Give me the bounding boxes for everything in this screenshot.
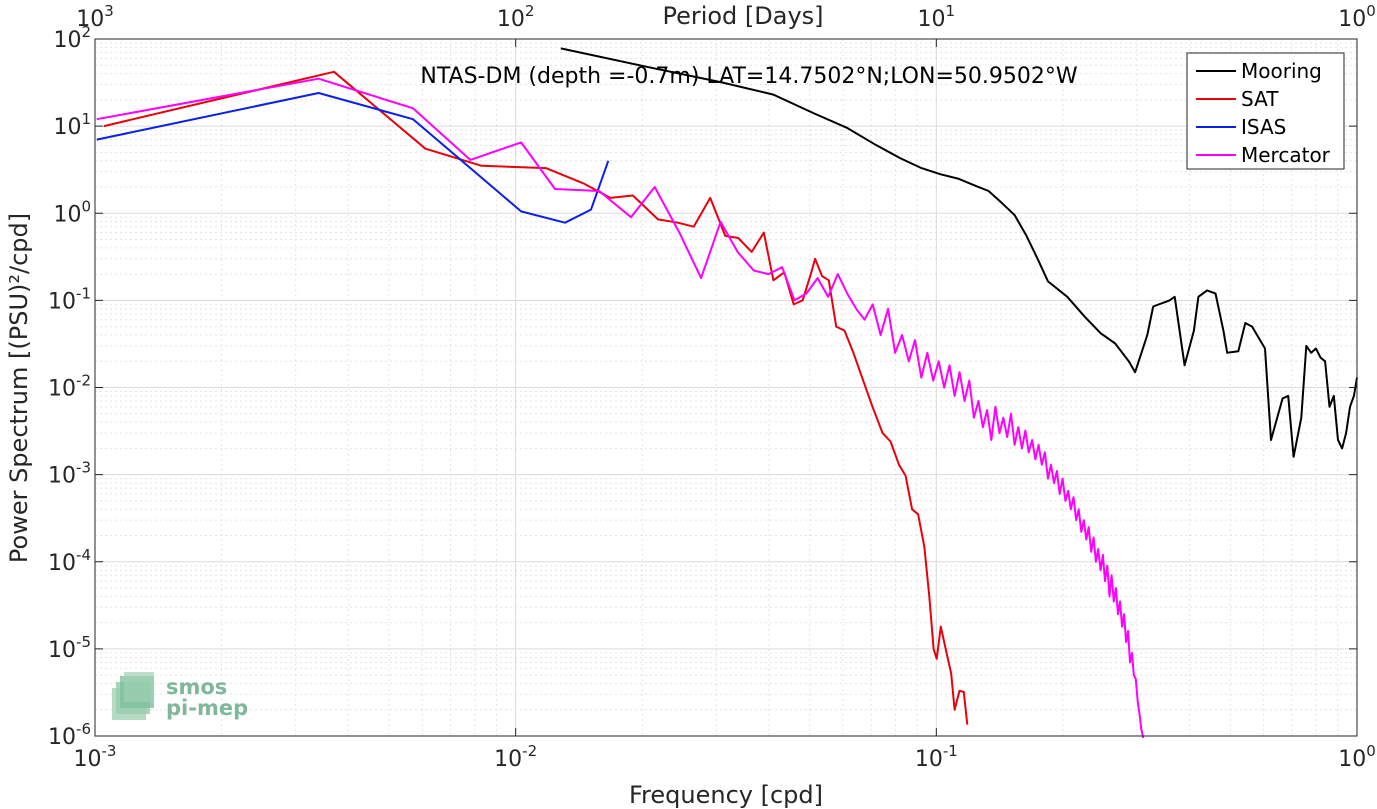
y-tick-label: 101 [53,110,91,140]
logo-text-smos: smos [166,675,227,699]
legend-box [1186,52,1345,170]
series-mooring [560,47,1358,458]
x-tick-label: 10-2 [494,742,537,772]
y-tick-label: 10-3 [48,459,91,489]
top-tick-label: 102 [497,2,535,32]
y-tick-label: 102 [53,23,91,53]
x-tick-label: 100 [1338,742,1376,772]
ticks-layer [94,38,1358,737]
y-tick-label: 10-6 [48,720,91,750]
series-isas [96,92,610,224]
legend-entries: Mooring SAT ISAS Mercator [1196,59,1331,167]
y-tick-label: 10-2 [48,372,91,402]
x-tick-label: 10-1 [915,742,958,772]
legend-entry-sat: SAT [1196,87,1279,111]
y-tick-label: 10-1 [48,284,91,314]
series-mercator [96,77,1145,739]
legend-label: SAT [1241,87,1279,111]
x-tick-labels: 10-3 10-2 10-1 100 [74,742,1376,772]
top-tick-labels: 103 102 101 100 [76,2,1376,32]
series-sat [103,70,969,725]
top-tick-label: 103 [76,2,114,32]
series-line-sat [103,70,969,725]
legend-entry-isas: ISAS [1196,115,1286,139]
legend-label: Mercator [1241,143,1331,167]
y-tick-label: 100 [53,197,91,227]
legend-label: Mooring [1241,59,1322,83]
series-layer [96,47,1358,739]
y-tick-labels: 10-6 10-5 10-4 10-3 10-2 10-1 100 101 102 [48,23,91,750]
legend-entry-mercator: Mercator [1196,143,1331,167]
x-tick-label: 10-3 [74,742,117,772]
logo-tile [124,672,154,702]
top-axis-label: Period [Days] [662,2,823,30]
legend: Mooring SAT ISAS Mercator [1186,52,1345,170]
logo-text-pi-mep: pi-mep [166,696,248,720]
legend-entry-mooring: Mooring [1196,59,1322,83]
x-axis-label: Frequency [cpd] [629,781,823,809]
y-tick-label: 10-4 [48,546,91,576]
top-tick-label: 101 [918,2,956,32]
smos-pi-mep-logo: smos pi-mep [112,672,248,720]
y-axis-label: Power Spectrum [(PSU)²/cpd] [5,213,33,563]
chart-title: NTAS-DM (depth =-0.7m) LAT=14.7502°N;LON… [420,64,1078,89]
y-tick-label: 10-5 [48,633,91,663]
legend-label: ISAS [1241,115,1286,139]
top-tick-label: 100 [1338,2,1376,32]
